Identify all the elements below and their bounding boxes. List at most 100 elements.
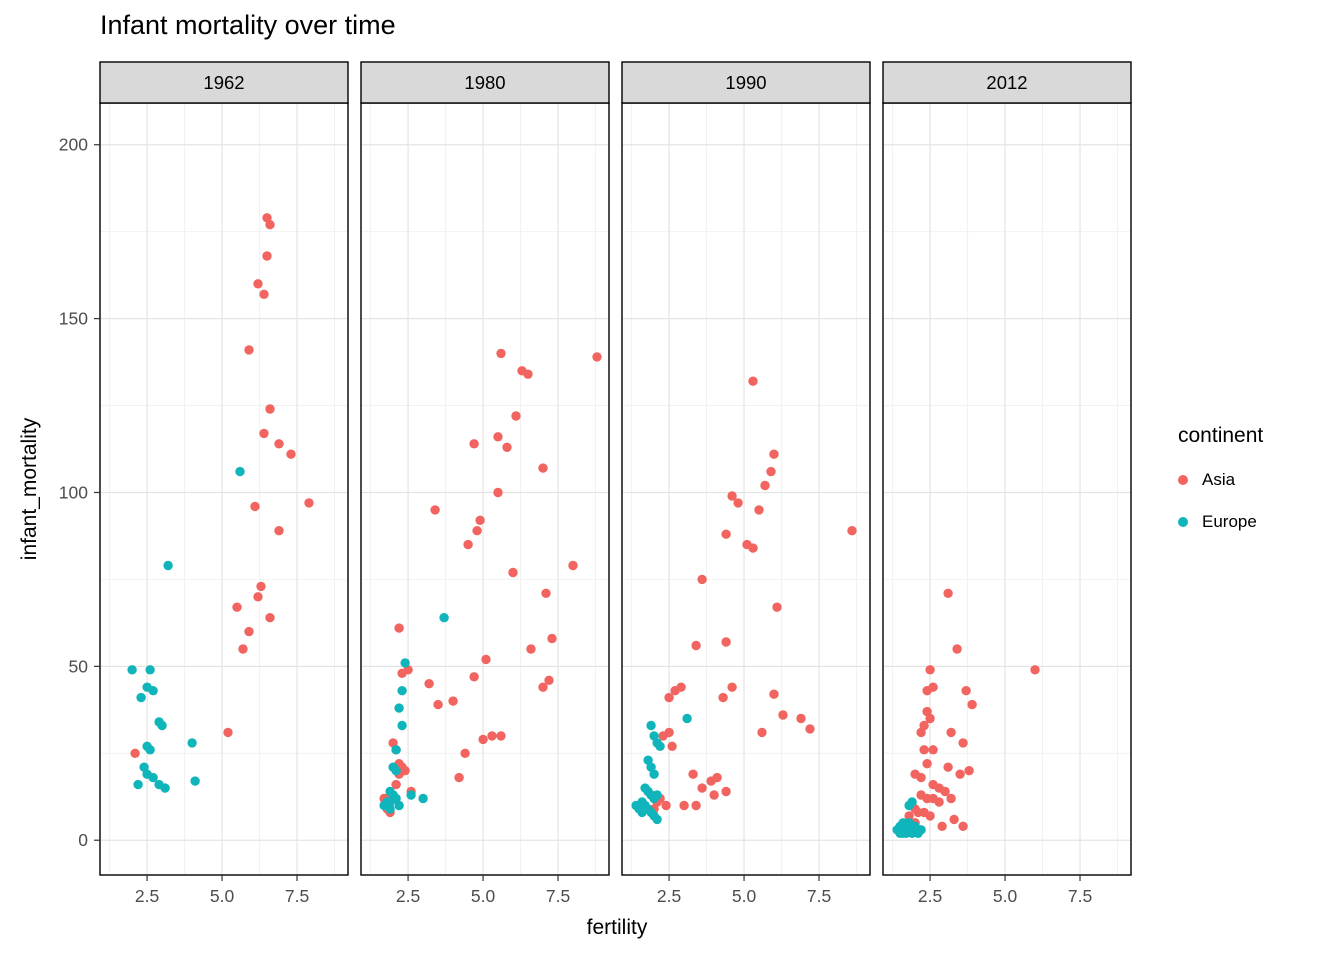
data-point — [406, 790, 416, 800]
data-point — [391, 766, 401, 776]
x-axis-label: fertility — [586, 916, 648, 939]
data-point — [967, 699, 977, 710]
data-point — [682, 713, 692, 724]
legend: continent Asia Europe — [1178, 424, 1263, 554]
facet-panel: 1962 2.5 5.0 7.5 0 50 100 150 200 — [59, 61, 349, 906]
x-tick-label: 5.0 — [210, 886, 235, 906]
legend-title: continent — [1178, 424, 1264, 447]
points-layer — [379, 348, 602, 818]
data-point — [922, 759, 932, 769]
panel-background — [883, 103, 1131, 875]
data-point — [652, 790, 662, 800]
data-point — [130, 748, 140, 758]
data-point — [778, 710, 788, 720]
data-point — [688, 769, 698, 779]
data-point — [757, 727, 767, 738]
data-point — [160, 783, 170, 793]
data-point — [946, 727, 956, 738]
data-point — [496, 731, 506, 741]
legend-item: Asia — [1178, 470, 1263, 490]
data-point — [538, 682, 548, 692]
data-point — [772, 602, 782, 612]
data-point — [964, 766, 974, 776]
data-point — [631, 800, 641, 811]
data-point — [253, 279, 263, 289]
data-point — [766, 466, 776, 477]
data-point — [961, 686, 971, 696]
data-point — [454, 772, 464, 783]
data-point — [709, 790, 719, 800]
x-tick-label: 7.5 — [546, 886, 570, 906]
data-point — [754, 505, 764, 515]
data-point — [568, 560, 578, 571]
data-point — [250, 501, 260, 512]
facet-strip-label: 1980 — [464, 72, 505, 93]
data-point — [691, 800, 701, 811]
data-point — [460, 748, 470, 758]
data-point — [472, 526, 482, 536]
data-point — [274, 439, 284, 449]
data-point — [187, 738, 197, 748]
data-point — [760, 480, 770, 491]
data-point — [661, 800, 671, 811]
facet-strip — [621, 61, 871, 104]
facet-strip — [882, 61, 1132, 104]
data-point — [727, 491, 737, 501]
data-point — [928, 745, 938, 755]
data-point — [469, 439, 479, 449]
facet-strip-label: 2012 — [986, 72, 1027, 93]
data-point — [721, 529, 731, 539]
x-tick-label: 2.5 — [396, 886, 420, 906]
data-point — [379, 800, 389, 811]
data-point — [148, 686, 158, 696]
data-point — [655, 741, 665, 751]
y-axis-label: infant_mortality — [18, 417, 41, 561]
legend-item: Europe — [1178, 512, 1263, 532]
data-point — [190, 776, 200, 786]
data-point — [925, 811, 935, 821]
data-point — [256, 581, 266, 592]
data-point — [265, 613, 275, 623]
data-point — [649, 769, 659, 779]
data-point — [145, 745, 155, 755]
data-point — [265, 404, 275, 414]
data-point — [502, 442, 512, 452]
x-tick-label: 2.5 — [918, 886, 942, 906]
x-tick-label: 5.0 — [732, 886, 757, 906]
data-point — [544, 675, 554, 685]
data-point — [697, 783, 707, 793]
data-point — [232, 602, 242, 612]
data-point — [691, 640, 701, 651]
data-point — [769, 449, 779, 459]
data-point — [796, 713, 806, 724]
points-layer — [127, 213, 314, 793]
data-point — [646, 720, 656, 731]
data-point — [487, 731, 497, 741]
legend-swatch — [1178, 517, 1188, 527]
y-tick-label: 0 — [78, 830, 88, 850]
data-point — [592, 352, 602, 362]
facet-panel: 1980 2.5 5.0 7.5 — [360, 61, 610, 906]
data-point — [259, 289, 269, 299]
data-point — [394, 703, 404, 713]
facet-panel: 1990 2.5 5.0 7.5 — [621, 61, 871, 906]
data-point — [523, 369, 533, 379]
data-point — [664, 692, 674, 703]
data-point — [541, 588, 551, 598]
data-point — [238, 644, 248, 654]
data-point — [940, 786, 950, 797]
data-point — [262, 251, 272, 261]
data-point — [163, 560, 173, 571]
data-point — [136, 692, 146, 703]
data-point — [679, 800, 689, 811]
data-point — [511, 411, 521, 421]
data-point — [397, 686, 407, 696]
data-point — [958, 821, 968, 831]
data-point — [400, 766, 410, 776]
facet-strip-label: 1962 — [203, 72, 244, 93]
data-point — [904, 800, 914, 811]
data-point — [898, 828, 908, 838]
data-point — [955, 769, 965, 779]
x-tick-label: 2.5 — [135, 886, 159, 906]
